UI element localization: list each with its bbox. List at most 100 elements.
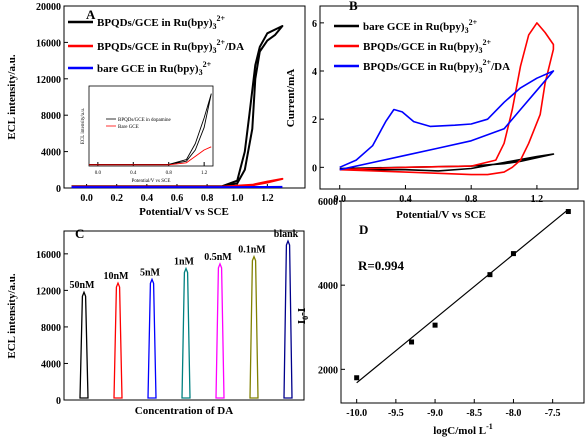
inset-ylabel: ECL intensity/a.u. [81,108,86,144]
y-tick-label: 4000 [318,281,338,292]
panel-a-series [71,25,284,189]
y-tick-label: 12000 [36,286,61,297]
series-line-1 [89,146,212,166]
panel-b: 0 2 4 6 0.0 0.4 0.8 1.2 B Current/mA Potential… [285,0,579,221]
x-tick-label: 0.0 [80,193,93,204]
peak-label-4: 0.5nM [204,252,232,263]
x-tick-label: 1.2 [531,194,544,205]
panel-d-ylabel: I0-I [296,308,310,324]
x-tick-label: 0.8 [166,171,173,176]
x-tick-label: 0.0 [333,194,346,205]
inset-xlabel: Potential/V vs SCE [132,179,171,184]
data-point-2 [432,322,438,328]
panel-b-frame [319,5,579,190]
x-tick-label: 1.0 [231,193,244,204]
x-tick-label: 0.2 [110,193,123,204]
panel-b-letter: B [349,0,358,13]
ecl-peak-1 [113,281,123,399]
x-tick-label: 0.8 [465,194,478,205]
y-tick-label: 2 [312,115,317,126]
data-point-1 [409,339,415,345]
ecl-peak-3 [181,266,191,399]
x-tick-label: 0.4 [399,194,412,205]
panel-b-xlabel: Potential/V vs SCE [396,209,486,221]
series-line-1 [339,22,555,176]
peak-label-3: 1nM [174,256,195,267]
peak-label-1: 10nM [104,271,130,282]
peak-label-6: blank [274,229,299,240]
inset-legend-label-2: Bare GCE [118,125,139,130]
x-tick-label: 0.6 [171,193,184,204]
data-point-4 [510,251,516,257]
y-tick-label: 4 [312,67,317,78]
y-tick-label: 16000 [36,38,61,49]
data-point-0 [354,375,360,381]
x-tick-label: -9.0 [427,408,443,419]
ecl-peak-5 [249,254,259,399]
panel-c-peaks: 50nM 10nM 5nM 1nM 0.5nM 0.1nM blank [70,229,299,399]
panel-d-x-ticks: -10.0 -9.5 -9.0 -8.5 -8.0 -7.5 [346,399,561,419]
panel-a-ylabel: ECL intensity/a.u. [6,54,18,140]
inset-legend-label-1: BPQDs/GCE in dopamine [118,118,172,123]
panel-c-frame [63,230,305,401]
panel-d: 2000 4000 6000 -10.0 -9.5 -9.0 -8.5 -8.0 -7.5 D… [296,197,585,437]
fit-line [356,208,569,384]
x-tick-label: 0.4 [141,193,154,204]
x-tick-label: 1.2 [201,171,208,176]
panel-a-letter: A [86,7,96,22]
panel-d-letter: D [359,222,368,237]
panel-c: 0 4000 8000 12000 16000 50nM 10nM 5nM 1nM 0.5nM 0… [6,226,305,417]
panel-a-xlabel: Potential/V vs SCE [139,206,229,218]
peak-label-2: 5nM [140,267,161,278]
inset-series [89,93,212,166]
data-point-3 [487,272,493,278]
x-tick-label: -10.0 [346,408,367,419]
panel-b-ylabel: Current/mA [285,69,297,128]
panel-a: 0 4000 8000 12000 16000 20000 0.0 0.2 0.4 0.6 0.8… [6,2,306,218]
series-line-2 [339,70,555,171]
legend-label-bpqds-da: BPQDs/GCE in Ru(bpy)32+/DA [97,38,244,55]
x-tick-label: 0.8 [201,193,214,204]
panel-b-legend: bare GCE in Ru(bpy)32+ BPQDs/GCE in Ru(b… [334,18,510,75]
y-tick-label: 4000 [41,359,61,370]
series-line-0 [89,93,212,165]
y-tick-label: 4000 [41,148,61,159]
y-tick-label: 6 [312,19,317,30]
x-tick-label: -8.0 [506,408,522,419]
legend-label-bpqds: BPQDs/GCE in Ru(bpy)32+ [363,38,492,55]
panel-c-ylabel: ECL intensity/a.u. [6,273,18,359]
panel-c-letter: C [75,226,84,241]
x-tick-label: -8.5 [466,408,482,419]
panel-d-xlabel: logC/mol L-1 [433,422,493,437]
x-tick-label: 0.4 [130,171,137,176]
legend-label-bpqds-da: BPQDs/GCE in Ru(bpy)32+/DA [363,58,510,75]
y-tick-label: 0 [312,163,317,174]
panel-b-y-ticks: 0 2 4 6 [312,19,324,174]
ecl-peak-4 [215,262,225,399]
panel-a-y-ticks: 0 4000 8000 12000 16000 20000 [36,2,68,195]
y-tick-label: 16000 [36,250,61,261]
ecl-peak-2 [147,277,157,399]
panel-d-plot [354,208,571,384]
y-tick-label: 8000 [41,323,61,334]
x-tick-label: -9.5 [388,408,404,419]
y-tick-label: 12000 [36,75,61,86]
y-tick-label: 0 [56,184,61,195]
ecl-peak-0 [79,290,89,399]
y-tick-label: 2000 [318,365,338,376]
correlation-annotation: R=0.994 [358,258,405,273]
peak-label-5: 0.1nM [238,245,266,256]
panel-d-y-ticks: 2000 4000 6000 [318,197,345,376]
legend-label-bpqds: BPQDs/GCE in Ru(bpy)32+ [97,14,226,31]
y-tick-label: 8000 [41,111,61,122]
legend-label-bare-gce: bare GCE in Ru(bpy)32+ [363,18,478,35]
series-line-0 [71,25,284,188]
y-tick-label: 0 [56,396,61,407]
x-tick-label: 1.2 [261,193,274,204]
peak-label-0: 50nM [70,280,96,291]
legend-label-bare-gce: bare GCE in Ru(bpy)32+ [97,60,212,77]
y-tick-label: 20000 [36,2,61,13]
x-tick-label: -7.5 [545,408,561,419]
ecl-peak-6 [283,239,293,399]
